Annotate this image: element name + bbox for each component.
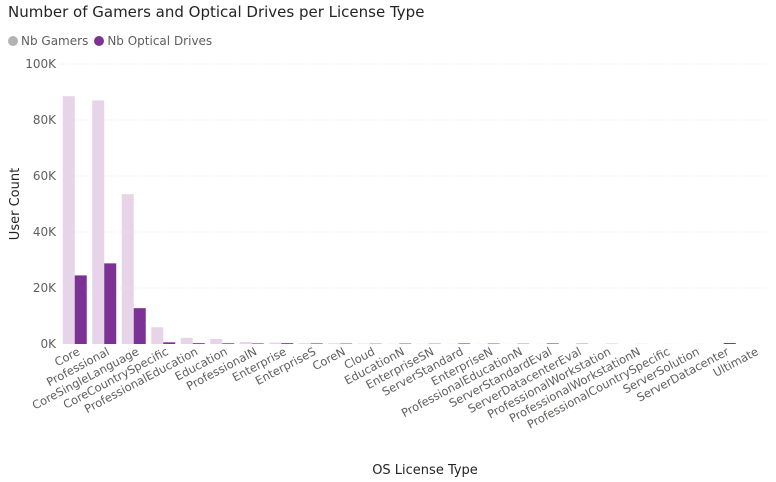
bar-nb-optical-drives <box>163 342 176 344</box>
x-axis-title: OS License Type <box>372 463 478 478</box>
bar-nb-optical-drives <box>546 343 559 344</box>
bar-nb-optical-drives <box>251 343 264 344</box>
legend-marker-nb-optical-drives <box>94 36 105 46</box>
legend-item-nb-optical-drives[interactable]: Nb Optical Drives <box>94 34 212 48</box>
y-tick-label: 40K <box>33 225 57 239</box>
bar-nb-optical-drives <box>192 343 205 344</box>
legend-label-nb-optical-drives: Nb Optical Drives <box>107 34 213 48</box>
bar-nb-gamers <box>151 327 164 344</box>
y-tick-label: 80K <box>33 113 57 127</box>
bar-nb-gamers <box>92 100 105 345</box>
bar-nb-gamers <box>121 194 134 344</box>
bar-nb-optical-drives <box>222 343 235 344</box>
bar-nb-gamers <box>62 96 75 344</box>
bar-nb-optical-drives <box>458 343 471 344</box>
legend-marker-nb-gamers <box>8 36 18 46</box>
y-tick-label: 100K <box>25 57 57 71</box>
y-tick-label: 0K <box>40 337 57 351</box>
y-axis-title: User Count <box>8 168 23 240</box>
legend-label-nb-gamers: Nb Gamers <box>21 34 89 48</box>
bar-nb-optical-drives <box>74 275 87 344</box>
bar-nb-optical-drives <box>133 308 146 344</box>
bar-nb-gamers <box>328 343 341 344</box>
bar-nb-gamers <box>210 338 223 344</box>
bar-nb-optical-drives <box>104 263 117 344</box>
y-tick-label: 60K <box>33 169 57 183</box>
bar-nb-gamers <box>180 337 193 344</box>
bar-nb-optical-drives <box>723 343 736 344</box>
bar-nb-gamers <box>298 343 311 344</box>
bar-nb-gamers <box>239 342 252 344</box>
legend-item-nb-gamers[interactable]: Nb Gamers <box>8 34 88 48</box>
y-tick-label: 20K <box>33 281 57 295</box>
chart-title: Number of Gamers and Optical Drives per … <box>8 3 425 21</box>
bar-nb-optical-drives <box>281 343 294 344</box>
legend: Nb Gamers Nb Optical Drives <box>8 34 218 48</box>
bar-nb-gamers <box>269 342 282 344</box>
bar-nb-optical-drives <box>310 343 323 344</box>
